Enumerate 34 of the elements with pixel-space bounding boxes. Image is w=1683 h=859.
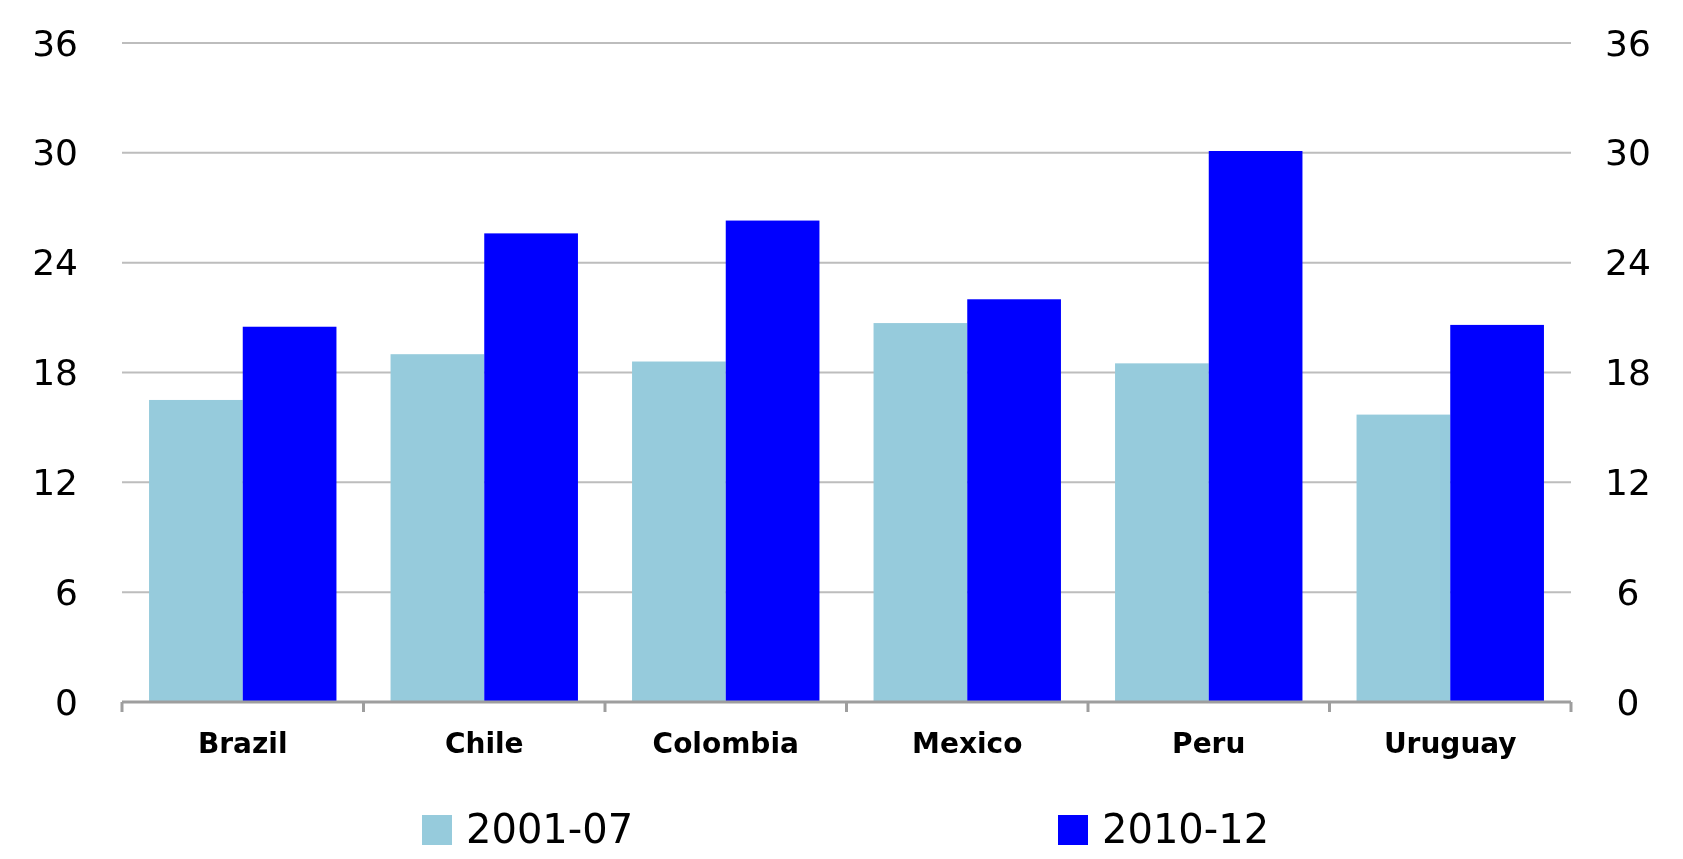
y-tick-label: 24 [32, 242, 78, 284]
y-tick-label: 0 [55, 681, 78, 723]
x-tick-label: Chile [444, 727, 524, 760]
bar [1450, 324, 1544, 702]
legend-label: 2010-12 [1102, 806, 1270, 852]
y-tick-label: 36 [32, 22, 78, 64]
y2-tick-label: 24 [1605, 242, 1651, 284]
x-tick-label: Colombia [652, 727, 799, 760]
bar [149, 399, 243, 702]
x-tick-label: Brazil [197, 727, 288, 760]
y2-tick-label: 18 [1605, 352, 1651, 393]
y2-tick-label: 30 [1605, 132, 1651, 174]
bar [967, 299, 1061, 702]
bar [484, 233, 578, 702]
y-tick-label: 30 [32, 132, 78, 174]
bar [873, 323, 968, 702]
bar [242, 326, 337, 702]
bar [725, 220, 820, 702]
legend-label: 2001-07 [466, 806, 634, 852]
x-tick-label: Mexico [912, 727, 1023, 760]
bar [390, 354, 485, 702]
y-tick-label: 18 [32, 352, 78, 393]
bar [1356, 414, 1451, 702]
bar [632, 361, 726, 702]
bar [1208, 151, 1303, 702]
y2-tick-label: 0 [1616, 681, 1640, 723]
y2-tick-label: 36 [1605, 22, 1651, 64]
y-tick-label: 6 [55, 571, 78, 613]
bar [1115, 363, 1209, 702]
x-tick-label: Peru [1172, 727, 1246, 760]
y2-tick-label: 12 [1605, 461, 1651, 503]
y-tick-label: 12 [32, 461, 78, 503]
y2-tick-label: 6 [1616, 571, 1640, 613]
x-tick-label: Uruguay [1383, 727, 1517, 760]
